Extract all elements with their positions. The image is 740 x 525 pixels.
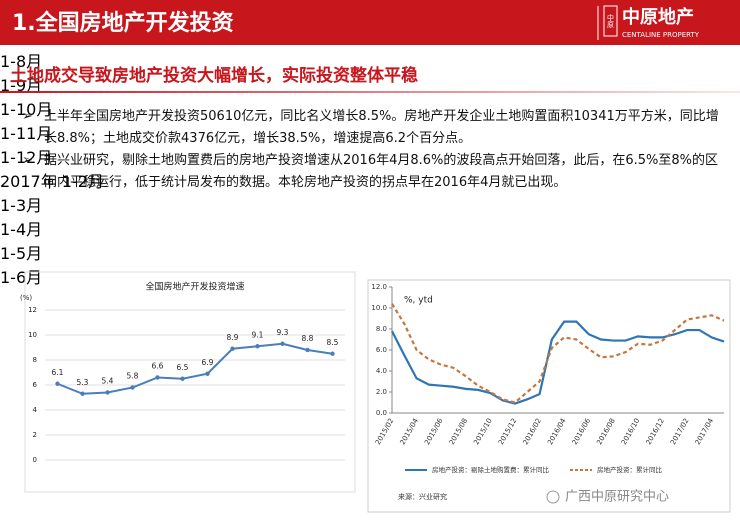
x-tick-label: 2016/04 (546, 417, 568, 447)
chart-title: 全国房地产开发投资增速 (145, 281, 244, 293)
data-label: 6.5 (177, 363, 189, 372)
source: 来源：兴业研究 (398, 492, 447, 501)
y-tick-label: 0 (33, 456, 37, 464)
x-tick-label: 2017/02 (669, 417, 690, 446)
point (130, 385, 135, 390)
bullet: 据兴业研究，剔除土地购置费后的房地产投资增速从2016年4月8.6%的波段高点开… (22, 150, 722, 194)
y-tick-label: 6 (33, 381, 38, 389)
line (57, 342, 333, 395)
x-tick-label: 2016/08 (595, 417, 616, 446)
y-tick-label: 4.0 (376, 367, 387, 375)
annotation: %, ytd (404, 296, 433, 306)
x-tick-label: 2015/10 (472, 417, 493, 446)
point (305, 347, 310, 353)
x-tick-label: 2016/02 (522, 417, 543, 446)
bullets: 上半年全国房地产开发投资50610亿元，同比名义增长8.5%。房地产开发企业土地… (22, 106, 722, 194)
x-tick-label: 1-5月 (0, 244, 43, 263)
x-tick-label: 2015/12 (497, 417, 518, 446)
y-tick-label: 2 (33, 431, 37, 439)
y-tick-label: 2.0 (376, 388, 387, 396)
point (205, 371, 210, 376)
logo: 中原地产 (622, 6, 694, 28)
watermark-icon (546, 490, 560, 504)
header-title: 1.全国房地产开发投资 (12, 10, 234, 36)
subtitle-underline (0, 91, 740, 93)
data-label: 8.9 (227, 333, 239, 342)
line (391, 303, 725, 404)
point (155, 375, 160, 380)
x-tick-label: 2015/04 (399, 417, 421, 447)
x-tick-label: 2015/06 (423, 417, 445, 447)
x-tick-label: 1-4月 (0, 220, 43, 239)
y-axis-label: (%) (20, 294, 32, 302)
point (230, 346, 235, 351)
line (391, 320, 725, 405)
y-tick-label: 4 (33, 406, 38, 414)
point (180, 376, 185, 381)
point (55, 381, 60, 386)
x-tick-label: 2016/10 (620, 417, 641, 446)
x-tick-label: 2015/08 (448, 417, 469, 446)
y-tick-label: 8 (33, 356, 37, 364)
x-tick-label: 1-3月 (0, 196, 43, 215)
y-tick-label: 12.0 (371, 283, 387, 291)
x-tick-label: 2016/06 (571, 417, 593, 447)
logo-badge (603, 5, 618, 37)
y-tick-label: 0.0 (376, 409, 387, 417)
logo-mark: 中原 (607, 13, 615, 28)
data-label: 6.9 (202, 358, 214, 367)
chart-frame (24, 271, 356, 493)
subtitle: 土地成交导致房地产投资大幅增长，实际投资整体平稳 (10, 65, 418, 86)
point (280, 341, 285, 346)
legend-label: 房地产投资：剔除土地购置费：累计同比 (432, 465, 550, 474)
point (80, 391, 85, 396)
y-tick-label: 10.0 (371, 304, 387, 312)
data-label: 9.3 (277, 328, 289, 337)
x-tick-label: 1-9月 (0, 76, 43, 95)
x-tick-label: 1-8月 (0, 52, 43, 71)
data-label: 5.4 (102, 377, 114, 386)
data-label: 9.1 (252, 330, 264, 339)
chart-frame (367, 279, 731, 513)
bullet: 上半年全国房地产开发投资50610亿元，同比名义增长8.5%。房地产开发企业土地… (22, 106, 722, 150)
x-tick-label: 2016/12 (645, 417, 666, 446)
y-tick-label: 10 (28, 331, 37, 339)
legend-label: 房地产投资：累计同比 (597, 465, 663, 474)
point (255, 344, 260, 349)
point (330, 351, 335, 356)
y-tick-label: 8.0 (376, 325, 387, 333)
data-label: 8.8 (302, 334, 314, 343)
point (105, 390, 110, 395)
data-label: 6.1 (52, 368, 64, 377)
x-tick-label: 1-6月 (0, 268, 43, 287)
data-label: 6.6 (152, 362, 164, 371)
y-tick-label: 12 (28, 306, 37, 314)
data-label: 5.8 (127, 372, 139, 381)
data-label: 8.5 (327, 338, 339, 347)
watermark: 广西中原研究中心 (565, 490, 669, 505)
y-tick-label: 6.0 (376, 346, 387, 354)
x-tick-label: 2017/04 (694, 417, 716, 447)
data-label: 5.3 (77, 378, 89, 387)
logo-en: CENTALINE PROPERTY (622, 31, 700, 39)
x-tick-label: 2015/02 (374, 417, 395, 446)
